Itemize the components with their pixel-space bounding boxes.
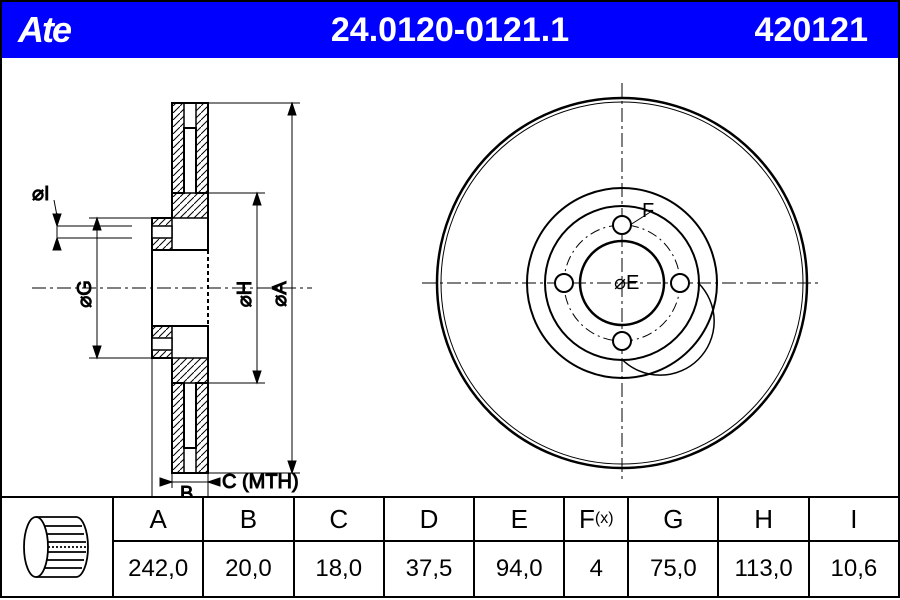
vented-disc-icon [12, 512, 102, 582]
spec-header: D [385, 498, 473, 542]
label-c-mth: C (MTH) [222, 471, 299, 493]
spec-value: 113,0 [719, 542, 807, 596]
spec-value: 242,0 [114, 542, 202, 596]
label-f: F [642, 200, 654, 222]
side-view: ⌀A ⌀H ⌀G ⌀I [32, 103, 312, 496]
spec-col-h: H113,0 [719, 498, 809, 596]
label-b: B [180, 483, 193, 496]
header-bar: Ate 24.0120-0121.1 420121 [0, 0, 900, 58]
front-view: ⌀E F [422, 83, 822, 483]
spec-header: F(x) [565, 498, 627, 542]
spec-table: A242,0B20,0C18,0D37,5E94,0F(x)4G75,0H113… [0, 496, 900, 598]
spec-header: B [204, 498, 292, 542]
label-diam-g: ⌀G [74, 280, 96, 308]
spec-value: 37,5 [385, 542, 473, 596]
short-code: 420121 [755, 11, 868, 50]
spec-header: E [475, 498, 563, 542]
spec-header: C [295, 498, 383, 542]
spec-value: 94,0 [475, 542, 563, 596]
spec-value: 18,0 [295, 542, 383, 596]
spec-col-g: G75,0 [629, 498, 719, 596]
brand-logo: Ate [2, 9, 86, 51]
spec-col-i: I10,6 [810, 498, 898, 596]
spec-col-a: A242,0 [114, 498, 204, 596]
technical-diagram: ⌀A ⌀H ⌀G ⌀I [0, 58, 900, 496]
spec-col-c: C18,0 [295, 498, 385, 596]
spec-col-d: D37,5 [385, 498, 475, 596]
spec-icon-cell [2, 498, 114, 596]
diagram-svg: ⌀A ⌀H ⌀G ⌀I [2, 58, 898, 496]
spec-value: 4 [565, 542, 627, 596]
spec-header: H [719, 498, 807, 542]
spec-value: 20,0 [204, 542, 292, 596]
spec-header: G [629, 498, 717, 542]
spec-col-b: B20,0 [204, 498, 294, 596]
spec-value: 10,6 [810, 542, 898, 596]
part-number: 24.0120-0121.1 [331, 11, 569, 50]
spec-value: 75,0 [629, 542, 717, 596]
label-diam-a: ⌀A [269, 281, 291, 307]
spec-col-e: E94,0 [475, 498, 565, 596]
label-diam-i: ⌀I [32, 183, 50, 205]
label-diam-e: ⌀E [614, 272, 639, 294]
spec-col-f: F(x)4 [565, 498, 629, 596]
label-diam-h: ⌀H [234, 281, 256, 307]
spec-header: A [114, 498, 202, 542]
spec-header: I [810, 498, 898, 542]
